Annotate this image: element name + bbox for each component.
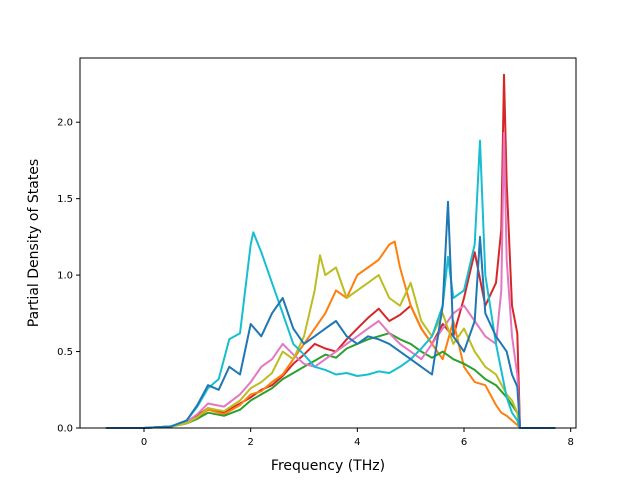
series-line-7	[105, 200, 556, 429]
series-line-6	[105, 139, 556, 429]
x-tick-label: 4	[354, 437, 360, 448]
y-axis-ticks: 0.0 0.5 1.0 1.5 2.0	[57, 118, 80, 435]
x-axis-label: Frequency (THz)	[271, 458, 385, 474]
x-tick-label: 8	[567, 437, 573, 448]
series-lines	[105, 73, 556, 429]
x-tick-label: 2	[247, 437, 253, 448]
y-tick-label: 2.0	[57, 118, 73, 129]
y-tick-label: 0.0	[57, 424, 73, 435]
series-line-5	[105, 254, 556, 429]
plot-area	[80, 58, 576, 428]
y-axis-label: Partial Density of States	[26, 159, 42, 327]
x-axis-ticks: 0 2 4 6 8	[141, 428, 574, 448]
plot-frame	[79, 57, 577, 429]
series-line-1	[105, 73, 556, 429]
y-tick-label: 1.5	[57, 194, 73, 205]
x-tick-label: 0	[141, 437, 147, 448]
series-line-2	[105, 240, 556, 429]
y-tick-label: 1.0	[57, 271, 73, 282]
y-tick-label: 0.5	[57, 347, 73, 358]
series-line-4	[105, 131, 556, 429]
x-tick-label: 6	[461, 437, 467, 448]
